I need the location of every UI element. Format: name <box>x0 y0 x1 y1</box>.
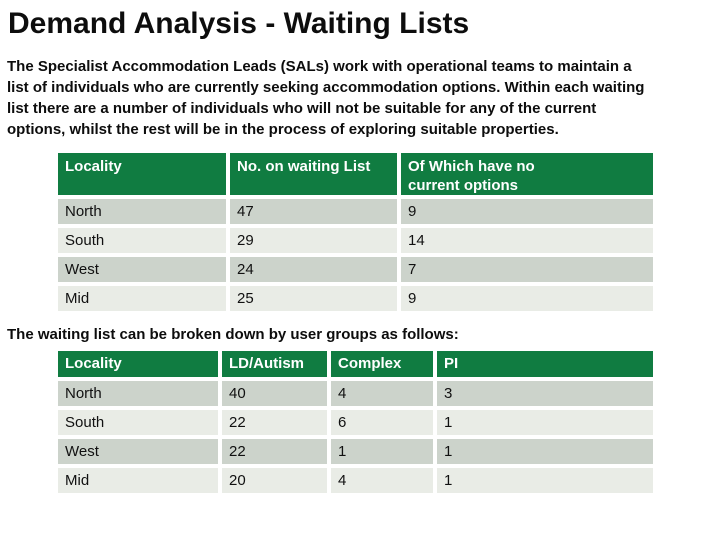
cell-complex: 4 <box>331 468 433 493</box>
cell-ld-autism: 22 <box>222 410 327 435</box>
cell-waiting-count: 24 <box>230 257 397 282</box>
cell-no-options-count: 14 <box>401 228 653 253</box>
column-header-pi: PI <box>437 351 653 377</box>
table-row-west: West 22 1 1 <box>58 439 653 464</box>
cell-locality: North <box>58 381 218 406</box>
waiting-list-table: Locality No. on waiting List Of Which ha… <box>58 153 653 311</box>
user-groups-table: Locality LD/Autism Complex PI North 40 4… <box>58 351 653 493</box>
cell-locality: North <box>58 199 226 224</box>
cell-pi: 1 <box>437 468 653 493</box>
cell-locality: Mid <box>58 468 218 493</box>
cell-no-options-count: 9 <box>401 286 653 311</box>
column-header-locality: Locality <box>58 153 226 195</box>
table-row-mid: Mid 25 9 <box>58 286 653 311</box>
cell-ld-autism: 22 <box>222 439 327 464</box>
cell-no-options-count: 9 <box>401 199 653 224</box>
cell-locality: West <box>58 257 226 282</box>
cell-waiting-count: 25 <box>230 286 397 311</box>
cell-waiting-count: 47 <box>230 199 397 224</box>
intro-paragraph: The Specialist Accommodation Leads (SALs… <box>7 58 645 138</box>
cell-complex: 4 <box>331 381 433 406</box>
breakdown-note: The waiting list can be broken down by u… <box>7 326 459 343</box>
table-row-mid: Mid 20 4 1 <box>58 468 653 493</box>
table-row-south: South 29 14 <box>58 228 653 253</box>
column-header-ld-autism: LD/Autism <box>222 351 327 377</box>
groups-table-header-row: Locality LD/Autism Complex PI <box>58 351 653 377</box>
table-row-north: North 40 4 3 <box>58 381 653 406</box>
cell-pi: 3 <box>437 381 653 406</box>
table-row-south: South 22 6 1 <box>58 410 653 435</box>
column-header-locality: Locality <box>58 351 218 377</box>
table-row-west: West 24 7 <box>58 257 653 282</box>
cell-pi: 1 <box>437 439 653 464</box>
cell-complex: 1 <box>331 439 433 464</box>
cell-locality: South <box>58 228 226 253</box>
cell-no-options-count: 7 <box>401 257 653 282</box>
cell-locality: West <box>58 439 218 464</box>
cell-ld-autism: 20 <box>222 468 327 493</box>
cell-pi: 1 <box>437 410 653 435</box>
cell-waiting-count: 29 <box>230 228 397 253</box>
column-header-complex: Complex <box>331 351 433 377</box>
cell-locality: South <box>58 410 218 435</box>
cell-ld-autism: 40 <box>222 381 327 406</box>
cell-complex: 6 <box>331 410 433 435</box>
column-header-no-on-waiting-list: No. on waiting List <box>230 153 397 195</box>
page-title: Demand Analysis - Waiting Lists <box>8 7 470 40</box>
table-row-north: North 47 9 <box>58 199 653 224</box>
column-header-no-current-options: Of Which have no current options <box>401 153 653 195</box>
cell-locality: Mid <box>58 286 226 311</box>
waiting-table-header-row: Locality No. on waiting List Of Which ha… <box>58 153 653 195</box>
